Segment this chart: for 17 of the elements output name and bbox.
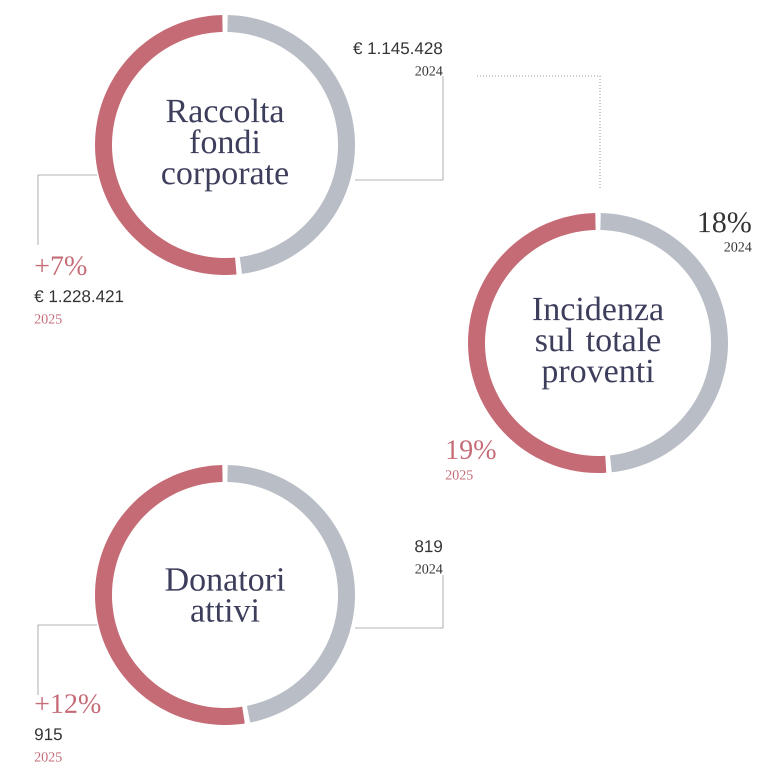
slice-label: 2024	[415, 66, 443, 76]
text: +12%	[36, 694, 100, 714]
data-label: 18%	[699, 212, 751, 233]
data-label: € 1.228.421	[34, 290, 124, 302]
text: Donatori attivi	[166, 568, 285, 622]
data-label: 19%	[448, 440, 496, 460]
text: Raccolta fondi corporate	[162, 98, 288, 192]
slice-label: 2024	[415, 564, 443, 574]
slice-label: 2025	[446, 470, 473, 480]
slice-label: 2025	[34, 314, 62, 324]
slice-label: 2024	[724, 242, 752, 252]
data-label: 819	[415, 540, 442, 552]
data-label: € 1.145.428	[353, 42, 442, 54]
text: +7%	[36, 256, 86, 276]
data-label: 915	[35, 728, 62, 740]
text: Incidenza sul totale proventi	[533, 296, 664, 390]
slice-label: 2025	[34, 752, 62, 762]
